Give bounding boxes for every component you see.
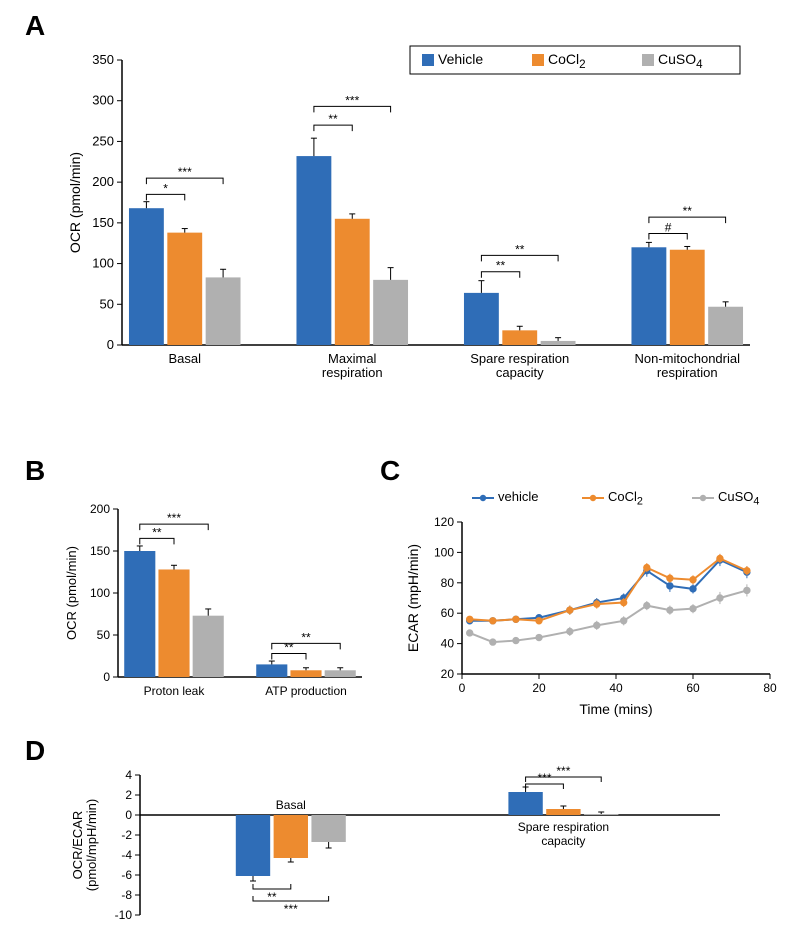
svg-text:50: 50 <box>97 628 111 642</box>
svg-text:Time (mins): Time (mins) <box>579 701 652 717</box>
svg-text:200: 200 <box>90 502 110 516</box>
svg-text:300: 300 <box>92 93 114 108</box>
svg-text:150: 150 <box>92 215 114 230</box>
svg-text:0: 0 <box>107 337 114 352</box>
svg-text:***: *** <box>178 165 192 179</box>
svg-text:40: 40 <box>609 681 623 695</box>
svg-text:120: 120 <box>434 515 454 529</box>
svg-text:60: 60 <box>686 681 700 695</box>
svg-text:**: ** <box>267 890 277 904</box>
svg-text:100: 100 <box>92 256 114 271</box>
svg-text:Basal: Basal <box>276 798 306 812</box>
svg-text:50: 50 <box>100 296 114 311</box>
svg-text:-8: -8 <box>121 888 132 902</box>
svg-text:***: *** <box>284 902 298 916</box>
svg-text:200: 200 <box>92 174 114 189</box>
svg-text:**: ** <box>683 204 693 218</box>
svg-text:350: 350 <box>92 52 114 67</box>
svg-text:capacity: capacity <box>496 365 544 380</box>
svg-text:150: 150 <box>90 544 110 558</box>
svg-text:0: 0 <box>459 681 466 695</box>
svg-text:2: 2 <box>125 788 132 802</box>
svg-text:0: 0 <box>103 670 110 684</box>
svg-text:Spare respiration: Spare respiration <box>470 351 569 366</box>
svg-text:OCR/ECAR: OCR/ECAR <box>70 811 85 880</box>
svg-text:***: *** <box>537 771 551 785</box>
panel-d-chart: -10 -8 -6 -4 -2 0 2 4 OCR/ECAR(pmol/mpH/min) Basa… <box>60 765 730 930</box>
svg-text:OCR (pmol/min): OCR (pmol/min) <box>64 546 79 640</box>
svg-text:***: *** <box>167 511 181 525</box>
svg-text:Basal: Basal <box>168 351 201 366</box>
svg-text:**: ** <box>284 640 294 654</box>
svg-text:ECAR (mpH/min): ECAR (mpH/min) <box>405 544 421 652</box>
svg-text:-6: -6 <box>121 868 132 882</box>
svg-text:4: 4 <box>125 768 132 782</box>
svg-text:**: ** <box>328 112 338 126</box>
svg-text:Maximal: Maximal <box>328 351 377 366</box>
svg-text:**: ** <box>496 259 506 273</box>
panel-b-chart: 0 50 100 150 200 OCR (pmol/min) Proton leak ATP… <box>60 495 370 725</box>
svg-text:**: ** <box>152 525 162 539</box>
svg-text:40: 40 <box>441 637 455 651</box>
panel-letter-a: A <box>25 10 45 42</box>
panel-c-chart: 20 40 60 80 100 120 0 20 40 60 80 Time (mins) ECAR (… <box>400 490 780 725</box>
svg-text:***: *** <box>556 764 570 778</box>
svg-text:**: ** <box>301 630 311 644</box>
svg-text:-10: -10 <box>115 908 133 922</box>
svg-text:100: 100 <box>90 586 110 600</box>
svg-text:100: 100 <box>434 545 454 559</box>
svg-text:capacity: capacity <box>541 834 585 848</box>
svg-text:Spare respiration: Spare respiration <box>518 820 609 834</box>
panel-letter-c: C <box>380 455 400 487</box>
svg-text:respiration: respiration <box>322 365 383 380</box>
svg-text:0: 0 <box>125 808 132 822</box>
svg-text:Non-mitochondrial: Non-mitochondrial <box>635 351 741 366</box>
svg-text:**: ** <box>515 242 525 256</box>
panel-letter-b: B <box>25 455 45 487</box>
svg-text:80: 80 <box>763 681 777 695</box>
svg-text:20: 20 <box>532 681 546 695</box>
svg-text:80: 80 <box>441 576 455 590</box>
svg-text:-2: -2 <box>121 828 132 842</box>
svg-text:OCR (pmol/min): OCR (pmol/min) <box>67 152 83 253</box>
svg-text:Proton leak: Proton leak <box>144 684 206 698</box>
panel-letter-d: D <box>25 735 45 767</box>
svg-text:-4: -4 <box>121 848 132 862</box>
panel-a-chart: 0 50 100 150 200 250 300 350 OCR (pmol/min) Basal… <box>60 40 760 430</box>
svg-text:ATP production: ATP production <box>265 684 347 698</box>
svg-text:250: 250 <box>92 133 114 148</box>
svg-text:20: 20 <box>441 667 455 681</box>
svg-text:#: # <box>665 220 672 234</box>
panel-a-legend: VehicleCoCl2CuSO4 <box>410 46 748 74</box>
panel-c-legend: vehicleCoCl2CuSO4 <box>472 489 798 509</box>
svg-text:*: * <box>163 181 168 195</box>
svg-text:(pmol/mpH/min): (pmol/mpH/min) <box>84 799 99 891</box>
svg-text:respiration: respiration <box>657 365 718 380</box>
svg-text:***: *** <box>345 93 359 107</box>
svg-text:60: 60 <box>441 606 455 620</box>
